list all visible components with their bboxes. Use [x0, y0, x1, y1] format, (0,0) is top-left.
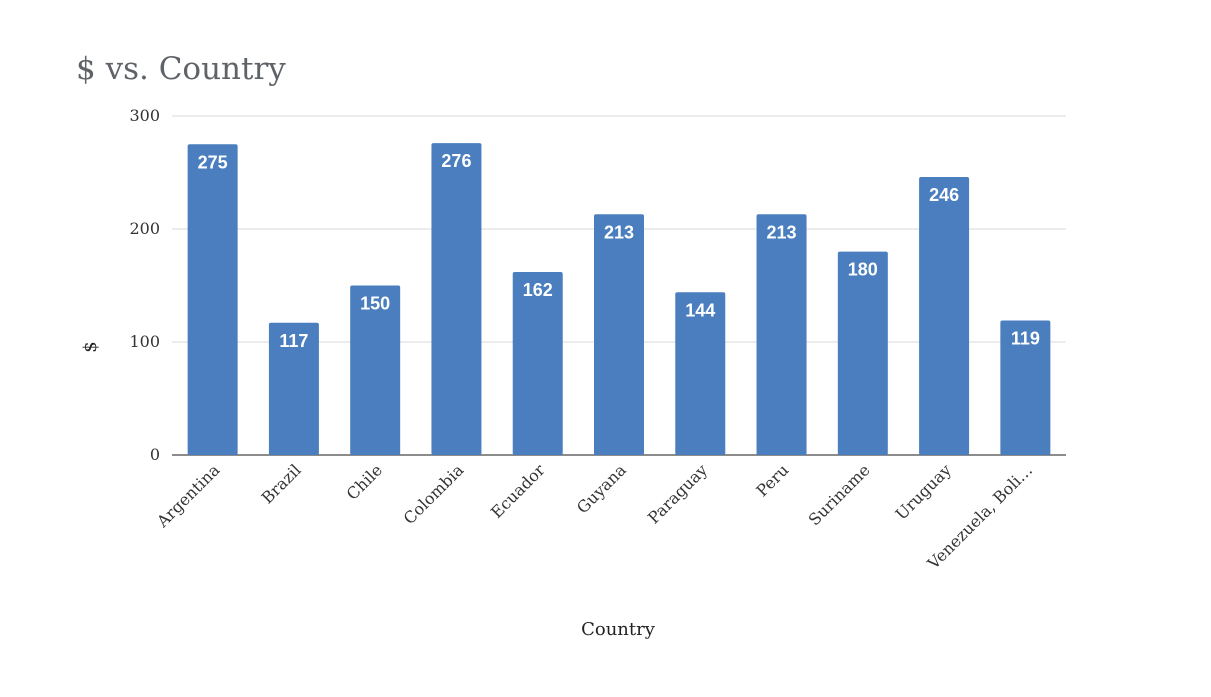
data-label: 162 [523, 280, 553, 300]
bar [756, 214, 807, 455]
bar [919, 177, 970, 455]
bar [512, 271, 563, 455]
x-tick-label: Ecuador [487, 460, 549, 522]
data-label: 117 [279, 331, 308, 351]
bars [187, 143, 1051, 455]
data-label: 276 [441, 151, 471, 171]
data-label: 144 [685, 300, 715, 320]
data-label: 275 [198, 152, 228, 172]
data-label: 213 [604, 222, 634, 242]
bar [431, 143, 482, 455]
chart-title: $ vs. Country [76, 51, 286, 87]
data-label: 150 [360, 294, 390, 314]
data-label: 213 [767, 222, 797, 242]
bar [837, 251, 888, 455]
data-labels: 275 117 150 276 162 213 144 213 180 246 119 [198, 151, 1040, 351]
y-tick-label: 200 [129, 219, 160, 238]
x-tick-label: Brazil [258, 460, 305, 507]
x-axis-title: Country [581, 619, 656, 640]
bar [350, 285, 401, 455]
x-axis-ticks: Argentina Brazil Chile Colombia Ecuador Guyan… [152, 460, 1036, 573]
bar [1000, 320, 1051, 455]
y-axis-title: $ [80, 341, 101, 352]
x-tick-label: Uruguay [892, 460, 955, 523]
x-tick-label: Suriname [805, 460, 874, 529]
x-tick-label: Peru [752, 460, 792, 500]
x-tick-label: Colombia [400, 460, 468, 528]
y-tick-label: 300 [129, 106, 160, 125]
y-tick-label: 0 [150, 445, 160, 464]
x-tick-label: Chile [343, 460, 386, 503]
x-tick-label: Guyana [573, 460, 630, 517]
y-axis-ticks: 0 100 200 300 [129, 106, 160, 464]
data-label: 119 [1011, 329, 1040, 349]
data-label: 246 [929, 185, 959, 205]
data-label: 180 [848, 260, 878, 280]
bar [675, 292, 726, 455]
bar [187, 144, 238, 455]
x-tick-label: Paraguay [644, 460, 711, 527]
bar [594, 214, 644, 455]
y-tick-label: 100 [129, 332, 160, 351]
x-tick-label: Argentina [152, 460, 223, 531]
bar [268, 322, 319, 455]
